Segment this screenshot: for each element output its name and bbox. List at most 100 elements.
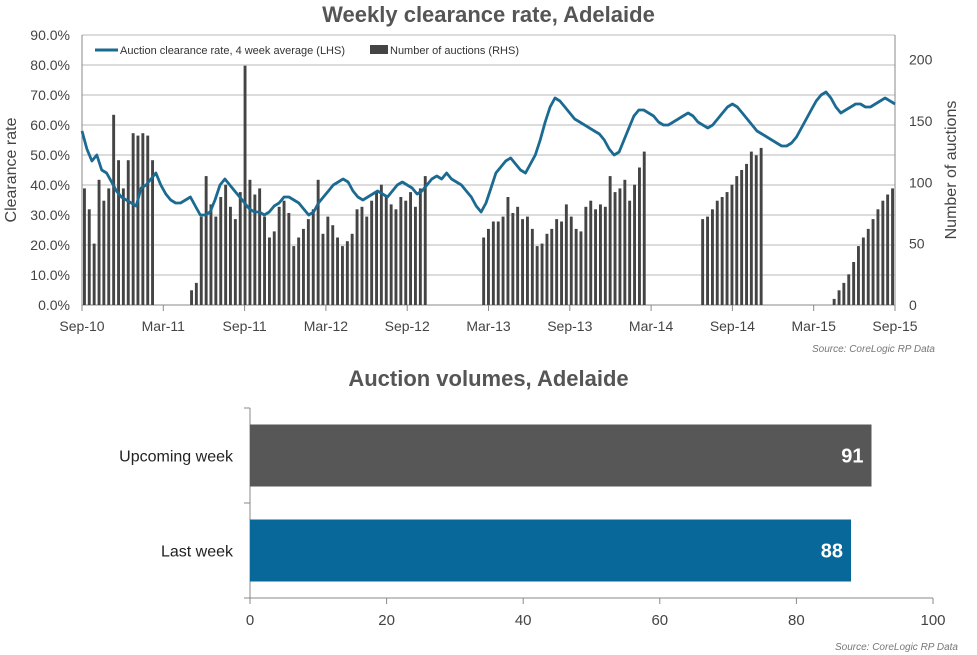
auction-count-bar bbox=[506, 197, 510, 305]
auction-count-bar bbox=[881, 200, 885, 305]
x-tick-label: Mar-14 bbox=[629, 318, 674, 334]
category-label: Last week bbox=[161, 544, 234, 561]
auction-count-bar bbox=[326, 216, 330, 305]
x-tick-label: Sep-12 bbox=[385, 318, 430, 334]
auction-count-bar bbox=[126, 160, 130, 305]
auction-count-bar bbox=[842, 282, 846, 305]
auction-count-bar bbox=[759, 147, 763, 305]
auction-count-bar bbox=[92, 243, 96, 305]
legend-label-clearance: Auction clearance rate, 4 week average (… bbox=[120, 45, 345, 57]
auction-count-bar bbox=[715, 200, 719, 305]
auction-count-bar bbox=[306, 219, 310, 305]
auction-count-bar bbox=[350, 233, 354, 305]
source-note: Source: CoreLogic RP Data bbox=[835, 642, 958, 653]
auction-count-bar bbox=[355, 209, 359, 305]
auction-count-bar bbox=[618, 188, 622, 305]
auction-count-bar bbox=[491, 221, 495, 305]
auction-count-bar bbox=[87, 209, 91, 305]
auction-count-bar bbox=[754, 155, 758, 305]
auction-count-bar bbox=[871, 219, 875, 305]
auction-count-bar bbox=[243, 65, 247, 305]
auction-count-bar bbox=[638, 167, 641, 305]
value-tick-label: 80 bbox=[788, 612, 805, 629]
auction-count-bar bbox=[482, 237, 486, 305]
x-tick-label: Sep-15 bbox=[872, 318, 917, 334]
auction-count-bar bbox=[389, 204, 393, 305]
category-label: Upcoming week bbox=[119, 449, 234, 466]
auction-count-bar bbox=[302, 228, 305, 305]
y2-tick-label: 0 bbox=[909, 297, 917, 313]
auction-count-bar bbox=[121, 188, 125, 305]
chart-title-volumes: Auction volumes, Adelaide bbox=[348, 366, 629, 391]
auction-count-bar bbox=[292, 246, 296, 305]
y2-tick-label: 50 bbox=[909, 236, 925, 252]
auction-count-bar bbox=[589, 200, 593, 305]
legend-label-auctions: Number of auctions (RHS) bbox=[390, 45, 519, 57]
volume-bar bbox=[250, 519, 851, 582]
auction-count-bar bbox=[560, 221, 563, 305]
auction-count-bar bbox=[316, 179, 320, 305]
auction-count-bar bbox=[365, 216, 369, 305]
auction-count-bar bbox=[146, 135, 150, 305]
auction-count-bar bbox=[102, 200, 106, 305]
y-tick-label: 0.0% bbox=[38, 297, 70, 313]
x-tick-label: Mar-15 bbox=[792, 318, 837, 334]
auction-count-bar bbox=[628, 200, 632, 305]
auction-count-bar bbox=[107, 188, 111, 305]
auction-count-bar bbox=[360, 206, 364, 305]
auction-count-bar bbox=[199, 216, 203, 305]
auction-count-bar bbox=[194, 282, 198, 305]
auction-count-bar bbox=[423, 176, 427, 305]
auction-count-bar bbox=[277, 206, 281, 305]
x-tick-label: Sep-14 bbox=[710, 318, 755, 334]
auction-count-bar bbox=[321, 233, 325, 305]
auction-count-bar bbox=[399, 197, 403, 305]
x-tick-label: Sep-13 bbox=[547, 318, 592, 334]
y-tick-label: 80.0% bbox=[30, 57, 70, 73]
auction-count-bar bbox=[209, 204, 213, 305]
auction-count-bar bbox=[511, 213, 515, 305]
x-tick-label: Mar-13 bbox=[466, 318, 511, 334]
auction-count-bar bbox=[311, 209, 315, 305]
y2-axis-label: Number of auctions bbox=[943, 101, 960, 240]
auction-count-bar bbox=[238, 192, 242, 305]
auction-count-bar bbox=[603, 206, 607, 305]
y-tick-label: 20.0% bbox=[30, 237, 70, 253]
auction-count-bar bbox=[526, 216, 529, 305]
y-tick-label: 30.0% bbox=[30, 207, 70, 223]
x-tick-label: Mar-12 bbox=[304, 318, 349, 334]
auction-count-bar bbox=[282, 200, 286, 305]
auction-count-bar bbox=[545, 233, 549, 305]
value-tick-label: 100 bbox=[920, 612, 945, 629]
volume-bar bbox=[250, 424, 872, 487]
auction-count-bar bbox=[706, 216, 709, 305]
value-tick-label: 0 bbox=[246, 612, 254, 629]
auction-count-bar bbox=[253, 194, 257, 305]
auction-count-bar bbox=[112, 114, 116, 305]
auction-count-bar bbox=[496, 221, 500, 305]
auction-count-bar bbox=[404, 200, 408, 305]
auction-count-bar bbox=[331, 225, 335, 305]
y-tick-label: 60.0% bbox=[30, 117, 70, 133]
auction-count-bar bbox=[857, 246, 860, 305]
auction-count-bar bbox=[701, 219, 705, 305]
auction-count-bar bbox=[516, 206, 520, 305]
auction-count-bar bbox=[229, 206, 232, 305]
auction-count-bar bbox=[224, 184, 228, 305]
x-tick-label: Mar-11 bbox=[142, 318, 186, 334]
auction-count-bar bbox=[141, 133, 145, 305]
value-tick-label: 20 bbox=[378, 612, 395, 629]
auction-count-bar bbox=[487, 228, 490, 305]
auction-count-bar bbox=[501, 216, 505, 305]
auction-count-bar bbox=[569, 216, 573, 305]
auction-count-bar bbox=[248, 179, 252, 305]
auction-count-bar bbox=[530, 228, 534, 305]
y-tick-label: 40.0% bbox=[30, 177, 70, 193]
auction-count-bar bbox=[409, 192, 412, 305]
value-tick-label: 40 bbox=[515, 612, 532, 629]
chart-title-clearance: Weekly clearance rate, Adelaide bbox=[322, 2, 655, 27]
auction-count-bar bbox=[852, 262, 856, 305]
auction-count-bar bbox=[745, 163, 748, 305]
clearance-rate-chart: 0.0% 10.0% 20.0% 30.0% 40.0% 50.0% 60.0% 70.0% 8… bbox=[3, 27, 960, 355]
